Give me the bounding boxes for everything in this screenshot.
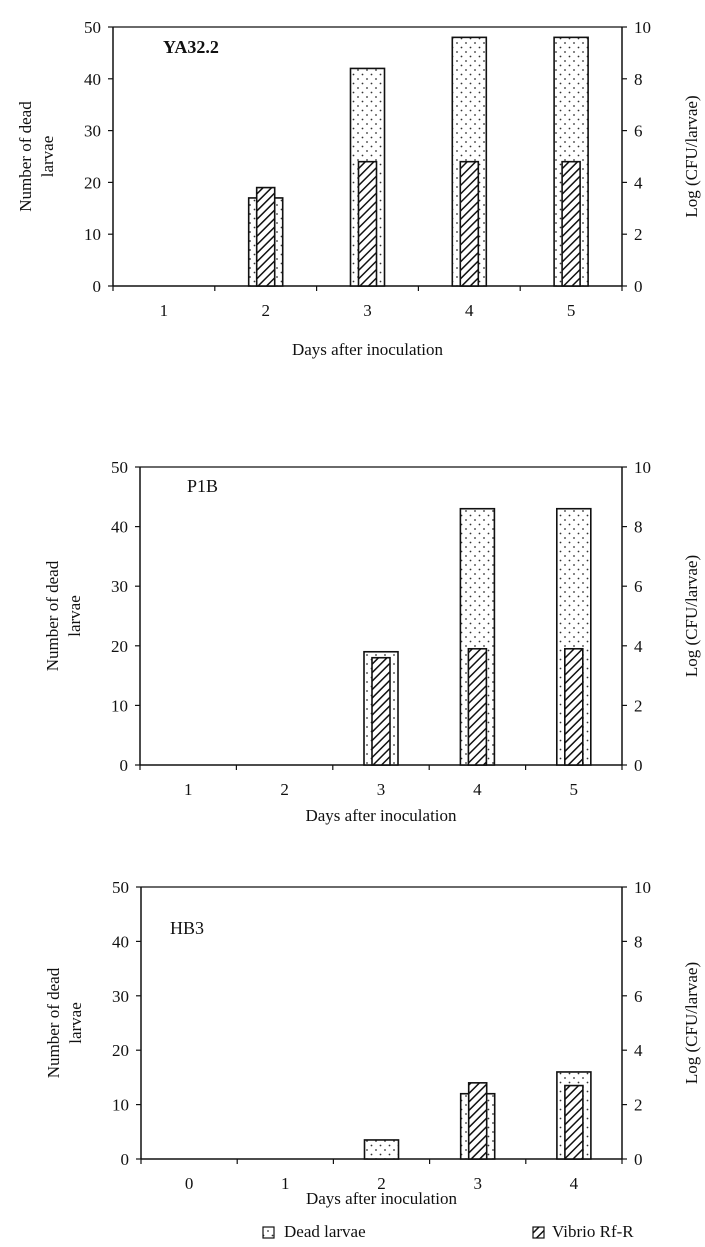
left-tick-label: 40 bbox=[84, 70, 101, 89]
y2-axis-label: Log (CFU/larvae) bbox=[682, 555, 701, 677]
legend: Dead larvae Vibrio Rf-R bbox=[262, 1222, 634, 1241]
legend-swatch-vibrio bbox=[532, 1226, 545, 1239]
left-tick-label: 30 bbox=[112, 987, 129, 1006]
x-tick-label: 3 bbox=[363, 301, 372, 320]
panel-label: YA32.2 bbox=[163, 37, 219, 57]
y-axis-label: Number of dead larvae bbox=[43, 560, 84, 671]
left-tick-label: 40 bbox=[111, 518, 128, 537]
x-tick-label: 2 bbox=[261, 301, 270, 320]
bar-vibrio-rf-r bbox=[561, 160, 581, 287]
bar-vibrio-rf-r bbox=[459, 160, 480, 287]
bar-vibrio-rf-r bbox=[255, 186, 276, 287]
x-tick-label: 1 bbox=[160, 301, 169, 320]
bar-vibrio-rf-r bbox=[564, 1084, 584, 1160]
right-tick-label: 0 bbox=[634, 756, 643, 775]
right-tick-label: 10 bbox=[634, 18, 651, 37]
x-tick-label: 4 bbox=[473, 780, 482, 799]
x-tick-label: 5 bbox=[567, 301, 576, 320]
left-tick-label: 0 bbox=[120, 756, 129, 775]
legend-swatch-dead-larvae bbox=[262, 1226, 275, 1239]
right-tick-label: 6 bbox=[634, 577, 643, 596]
bar-vibrio-rf-r bbox=[467, 647, 488, 766]
x-tick-label: 1 bbox=[281, 1174, 290, 1193]
right-tick-label: 6 bbox=[634, 987, 643, 1006]
left-tick-label: 30 bbox=[111, 577, 128, 596]
bar-vibrio-rf-r bbox=[371, 656, 391, 766]
x-tick-label: 2 bbox=[280, 780, 289, 799]
x-tick-label: 2 bbox=[377, 1174, 386, 1193]
legend-label-dead-larvae: Dead larvae bbox=[284, 1222, 366, 1241]
y2-axis-label: Log (CFU/larvae) bbox=[682, 962, 701, 1084]
chart-panel-hb3: 0 10 20 30 40 50 0 2 4 6 8 10 0 1 2 3 4 HB3 Days after ino… bbox=[44, 878, 701, 1208]
right-tick-label: 8 bbox=[634, 518, 643, 537]
bar-dead-larvae bbox=[459, 507, 496, 766]
left-tick-label: 0 bbox=[93, 277, 102, 296]
left-tick-label: 10 bbox=[111, 696, 128, 715]
x-axis-label: Days after inoculation bbox=[292, 340, 444, 359]
right-tick-label: 10 bbox=[634, 458, 651, 477]
left-tick-label: 50 bbox=[111, 458, 128, 477]
right-tick-label: 6 bbox=[634, 122, 643, 141]
right-tick-label: 8 bbox=[634, 70, 643, 89]
right-tick-label: 2 bbox=[634, 1096, 643, 1115]
x-tick-label: 4 bbox=[465, 301, 474, 320]
left-tick-label: 50 bbox=[112, 878, 129, 897]
legend-label-vibrio: Vibrio Rf-R bbox=[552, 1222, 634, 1241]
x-axis-label: Days after inoculation bbox=[306, 1189, 458, 1208]
left-tick-label: 50 bbox=[84, 18, 101, 37]
left-tick-label: 20 bbox=[111, 637, 128, 656]
panel-label: HB3 bbox=[170, 918, 204, 938]
y2-axis-label: Log (CFU/larvae) bbox=[682, 95, 701, 217]
bar-vibrio-rf-r bbox=[467, 1082, 488, 1160]
bar-vibrio-rf-r bbox=[357, 160, 378, 287]
right-tick-label: 0 bbox=[634, 1150, 643, 1169]
x-tick-label: 3 bbox=[377, 780, 386, 799]
bar-vibrio-rf-r bbox=[563, 647, 584, 766]
left-tick-label: 20 bbox=[84, 173, 101, 192]
bar-dead-larvae bbox=[363, 1139, 400, 1160]
left-tick-label: 40 bbox=[112, 932, 129, 951]
right-tick-label: 0 bbox=[634, 277, 643, 296]
y-axis-label: Number of dead larvae bbox=[16, 101, 57, 212]
x-tick-label: 4 bbox=[570, 1174, 579, 1193]
right-tick-label: 10 bbox=[634, 878, 651, 897]
x-tick-label: 1 bbox=[184, 780, 193, 799]
panel-label: P1B bbox=[187, 476, 218, 496]
left-tick-label: 10 bbox=[112, 1096, 129, 1115]
right-tick-label: 2 bbox=[634, 696, 643, 715]
right-tick-label: 4 bbox=[634, 173, 643, 192]
left-tick-label: 30 bbox=[84, 122, 101, 141]
right-tick-label: 4 bbox=[634, 637, 643, 656]
x-tick-label: 5 bbox=[570, 780, 579, 799]
y-axis-label: Number of dead larvae bbox=[44, 967, 85, 1078]
x-tick-label: 3 bbox=[473, 1174, 482, 1193]
left-tick-label: 0 bbox=[121, 1150, 130, 1169]
x-tick-label: 0 bbox=[185, 1174, 194, 1193]
left-tick-label: 20 bbox=[112, 1041, 129, 1060]
x-axis-label: Days after inoculation bbox=[305, 806, 457, 825]
right-tick-label: 2 bbox=[634, 225, 643, 244]
right-tick-label: 4 bbox=[634, 1041, 643, 1060]
left-tick-label: 10 bbox=[84, 225, 101, 244]
right-tick-label: 8 bbox=[634, 932, 643, 951]
